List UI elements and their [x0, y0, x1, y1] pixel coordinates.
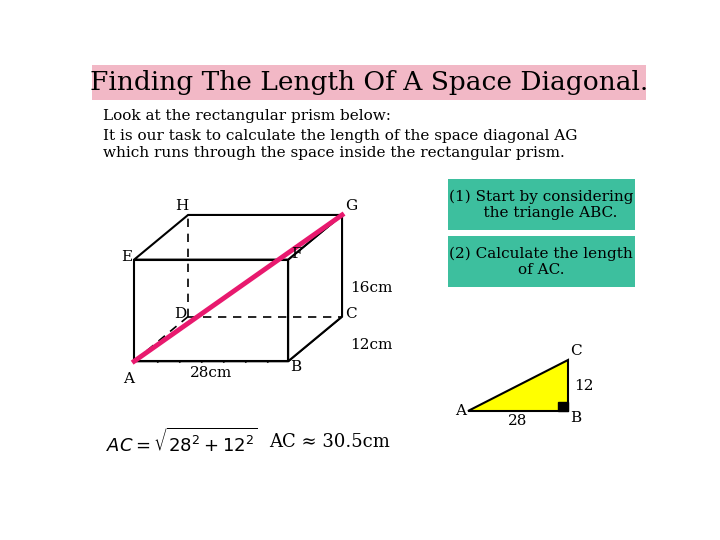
Text: C: C [345, 307, 356, 321]
Text: 12cm: 12cm [350, 338, 392, 352]
Text: 16cm: 16cm [350, 281, 392, 295]
Text: C: C [570, 344, 582, 358]
Polygon shape [134, 316, 342, 361]
Text: It is our task to calculate the length of the space diagonal AG
which runs throu: It is our task to calculate the length o… [104, 130, 578, 160]
FancyBboxPatch shape [92, 65, 647, 100]
Text: $AC = \sqrt{28^2 + 12^2}$: $AC = \sqrt{28^2 + 12^2}$ [106, 428, 258, 456]
Text: 28: 28 [508, 414, 527, 428]
Text: Look at the rectangular prism below:: Look at the rectangular prism below: [104, 110, 392, 124]
Text: 12: 12 [574, 379, 593, 393]
Text: G: G [345, 199, 357, 213]
FancyBboxPatch shape [448, 179, 634, 231]
Text: A: A [123, 372, 135, 386]
Polygon shape [288, 215, 342, 361]
FancyBboxPatch shape [448, 236, 634, 287]
Text: A: A [455, 404, 467, 418]
Text: D: D [174, 307, 186, 321]
Text: AC ≈ 30.5cm: AC ≈ 30.5cm [269, 433, 390, 451]
Text: (1) Start by considering
    the triangle ABC.: (1) Start by considering the triangle AB… [449, 189, 634, 220]
Polygon shape [559, 402, 567, 411]
Text: E: E [121, 250, 132, 264]
Text: H: H [175, 199, 188, 213]
Polygon shape [467, 360, 567, 411]
Text: B: B [289, 360, 301, 374]
Text: F: F [291, 247, 302, 261]
Text: B: B [570, 411, 581, 425]
Polygon shape [134, 260, 288, 361]
Polygon shape [134, 215, 342, 260]
Text: Finding The Length Of A Space Diagonal.: Finding The Length Of A Space Diagonal. [90, 70, 648, 95]
Text: 28cm: 28cm [190, 366, 233, 380]
Text: (2) Calculate the length
of AC.: (2) Calculate the length of AC. [449, 246, 633, 277]
